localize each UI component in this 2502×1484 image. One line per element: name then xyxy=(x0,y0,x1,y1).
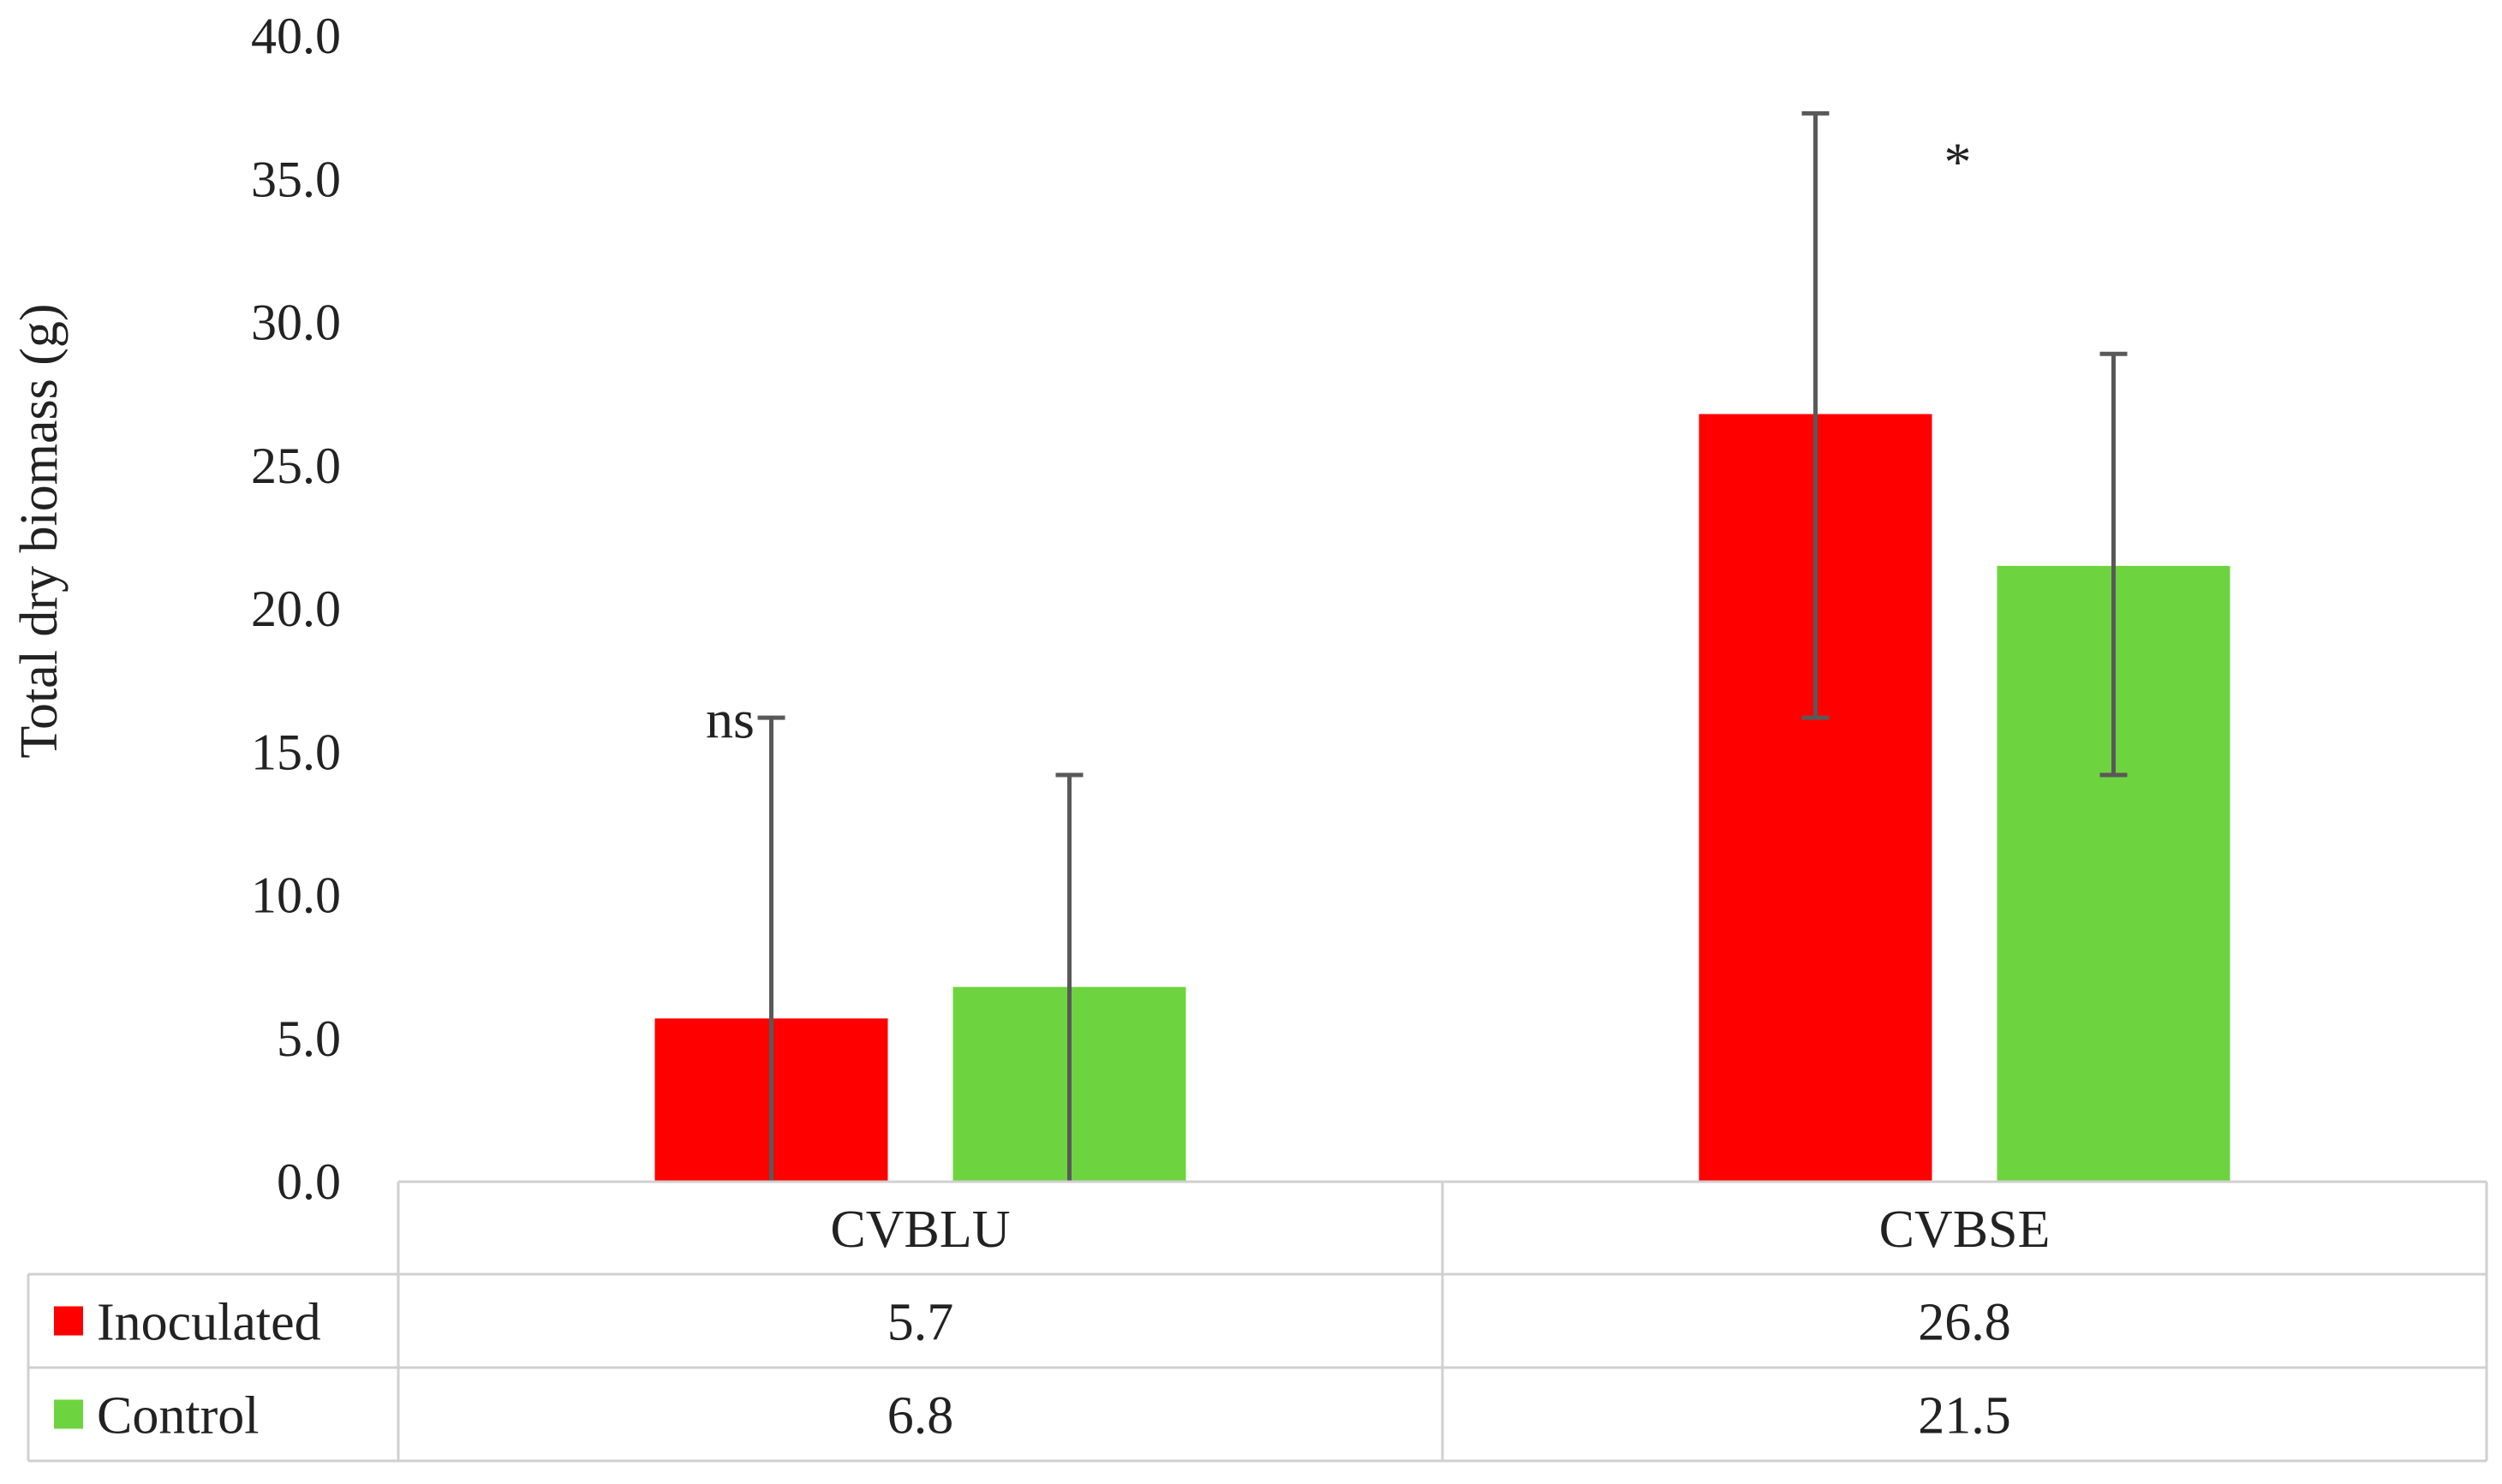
x-category-label: CVBLU xyxy=(830,1201,1010,1259)
x-category-label: CVBSE xyxy=(1879,1201,2051,1259)
y-axis-label: Total dry biomass (g) xyxy=(10,303,69,758)
data-table: CVBLU CVBSE Inoculated 5.7 26.8 Control 6.8 21.… xyxy=(27,1180,2488,1463)
y-axis-ticks: 0.0 5.0 10.0 15.0 20.0 25.0 30.0 35.0 40.0 xyxy=(251,8,341,1210)
legend-label-inoculated: Inoculated xyxy=(97,1294,321,1352)
y-tick-label: 15.0 xyxy=(251,724,341,780)
table-value: 6.8 xyxy=(887,1387,954,1445)
bars xyxy=(654,414,2230,1182)
y-tick-label: 0.0 xyxy=(277,1153,341,1210)
y-tick-label: 5.0 xyxy=(277,1010,341,1067)
y-tick-label: 35.0 xyxy=(251,151,341,207)
error-bars xyxy=(757,110,2128,1182)
table-value: 21.5 xyxy=(1918,1387,2011,1445)
table-value: 26.8 xyxy=(1918,1294,2011,1352)
legend-label-control: Control xyxy=(97,1387,259,1445)
y-tick-label: 10.0 xyxy=(251,867,341,924)
y-tick-label: 30.0 xyxy=(251,295,341,351)
table-value: 5.7 xyxy=(887,1294,954,1352)
y-tick-label: 40.0 xyxy=(251,8,341,64)
legend-swatch-control xyxy=(54,1399,83,1429)
significance-label: ns xyxy=(706,689,755,750)
y-tick-label: 20.0 xyxy=(251,581,341,637)
significance-annotations: ns * xyxy=(706,131,1971,749)
significance-label: * xyxy=(1944,131,1972,192)
legend-swatch-inoculated xyxy=(54,1306,83,1336)
y-tick-label: 25.0 xyxy=(251,438,341,494)
